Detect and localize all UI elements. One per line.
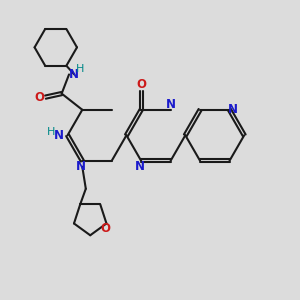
- Text: N: N: [135, 160, 145, 172]
- Text: H: H: [76, 64, 84, 74]
- Text: O: O: [100, 222, 110, 235]
- Text: O: O: [136, 78, 146, 91]
- Text: N: N: [69, 68, 79, 81]
- Text: N: N: [54, 129, 64, 142]
- Text: N: N: [166, 98, 176, 111]
- Text: N: N: [228, 103, 238, 116]
- Text: O: O: [34, 91, 45, 103]
- Text: H: H: [47, 127, 55, 137]
- Text: N: N: [76, 160, 86, 172]
